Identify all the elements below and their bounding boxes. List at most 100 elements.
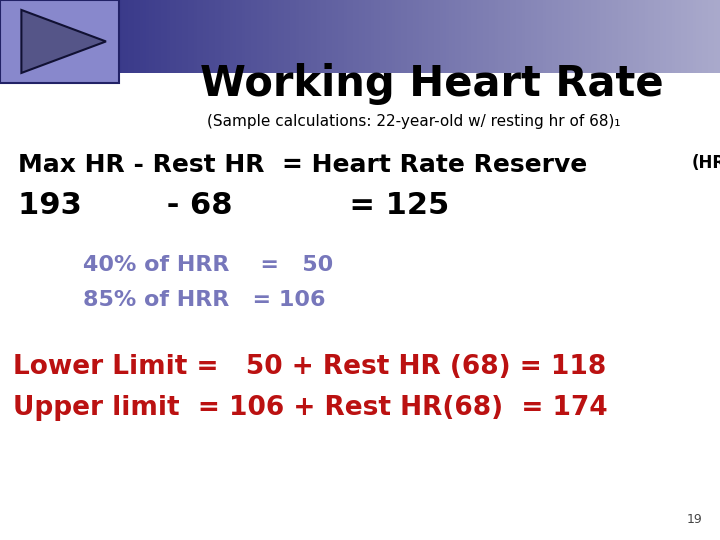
Bar (464, 0, 468, 73)
Bar (338, 0, 342, 73)
Bar (459, 0, 462, 73)
Bar (702, 0, 706, 73)
Bar (215, 0, 218, 73)
Bar (359, 0, 363, 73)
Bar (714, 0, 718, 73)
Bar (690, 0, 693, 73)
Bar (137, 0, 140, 73)
Bar (618, 0, 621, 73)
Bar (518, 0, 522, 73)
Bar (606, 0, 609, 73)
Bar (696, 0, 699, 73)
Bar (636, 0, 639, 73)
Bar (552, 0, 555, 73)
Bar (579, 0, 582, 73)
Bar (0, 0, 119, 83)
Bar (590, 0, 594, 73)
Bar (576, 0, 579, 73)
Bar (326, 0, 330, 73)
Text: (HRR): (HRR) (691, 154, 720, 172)
Bar (621, 0, 624, 73)
Bar (318, 0, 320, 73)
Bar (134, 0, 138, 73)
Bar (444, 0, 447, 73)
Text: (Sample calculations: 22-year-old w/ resting hr of 68)₁: (Sample calculations: 22-year-old w/ res… (207, 114, 621, 129)
Bar (452, 0, 456, 73)
Bar (540, 0, 543, 73)
Text: Lower Limit =   50 + Rest HR (68) = 118: Lower Limit = 50 + Rest HR (68) = 118 (13, 354, 606, 380)
Bar (140, 0, 143, 73)
Bar (224, 0, 228, 73)
Bar (428, 0, 432, 73)
Bar (401, 0, 405, 73)
Bar (705, 0, 708, 73)
Bar (708, 0, 711, 73)
Bar (588, 0, 591, 73)
Bar (711, 0, 714, 73)
Bar (666, 0, 670, 73)
Bar (203, 0, 207, 73)
Bar (642, 0, 645, 73)
Bar (699, 0, 703, 73)
Bar (182, 0, 186, 73)
Bar (239, 0, 243, 73)
Bar (323, 0, 327, 73)
Bar (176, 0, 179, 73)
Bar (603, 0, 606, 73)
Bar (302, 0, 306, 73)
Bar (489, 0, 492, 73)
Bar (408, 0, 411, 73)
Bar (525, 0, 528, 73)
Bar (233, 0, 237, 73)
Bar (558, 0, 561, 73)
Bar (672, 0, 675, 73)
Bar (663, 0, 667, 73)
Bar (467, 0, 471, 73)
Bar (260, 0, 264, 73)
Text: 40% of HRR    =   50: 40% of HRR = 50 (83, 254, 333, 275)
Bar (188, 0, 192, 73)
Bar (158, 0, 161, 73)
Bar (536, 0, 540, 73)
Bar (426, 0, 429, 73)
Bar (390, 0, 393, 73)
Bar (341, 0, 345, 73)
Bar (582, 0, 585, 73)
Bar (354, 0, 357, 73)
Bar (332, 0, 336, 73)
Bar (434, 0, 438, 73)
Bar (377, 0, 381, 73)
Bar (654, 0, 657, 73)
Polygon shape (22, 10, 106, 73)
Bar (308, 0, 312, 73)
Bar (365, 0, 369, 73)
Bar (146, 0, 149, 73)
Bar (398, 0, 402, 73)
Bar (462, 0, 465, 73)
Bar (369, 0, 372, 73)
Bar (314, 0, 318, 73)
Bar (609, 0, 612, 73)
Bar (191, 0, 194, 73)
Bar (423, 0, 426, 73)
Bar (281, 0, 284, 73)
Bar (528, 0, 531, 73)
Bar (185, 0, 189, 73)
Bar (678, 0, 681, 73)
Bar (209, 0, 212, 73)
Bar (570, 0, 573, 73)
Bar (218, 0, 222, 73)
Bar (272, 0, 276, 73)
Bar (485, 0, 489, 73)
Bar (248, 0, 251, 73)
Bar (503, 0, 507, 73)
Bar (513, 0, 516, 73)
Bar (498, 0, 501, 73)
Bar (564, 0, 567, 73)
Bar (627, 0, 630, 73)
Bar (245, 0, 248, 73)
Bar (687, 0, 690, 73)
Bar (495, 0, 498, 73)
Bar (305, 0, 309, 73)
Bar (194, 0, 197, 73)
